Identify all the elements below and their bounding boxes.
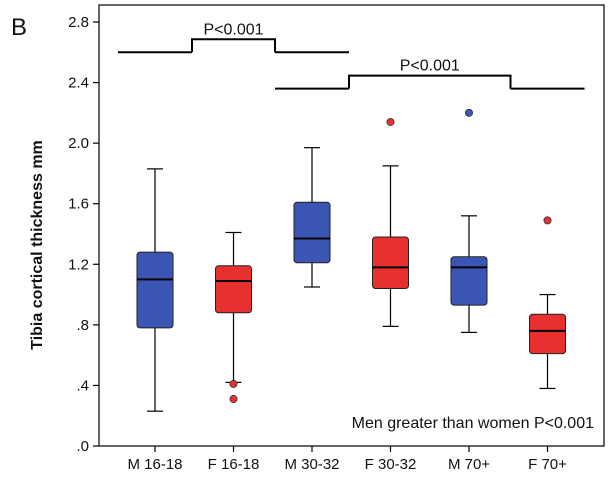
box-female [529, 313, 566, 355]
outlier-point [464, 108, 473, 117]
box-female [372, 236, 409, 290]
bracket-label: P<0.001 [203, 21, 263, 38]
y-tick-label: .4 [76, 377, 89, 394]
box-female [215, 265, 252, 314]
panel-label: B [11, 14, 27, 41]
outlier-point [229, 395, 238, 404]
box-male [293, 201, 331, 264]
plot-frame [98, 4, 605, 447]
y-tick-label: .0 [76, 438, 89, 455]
significance-annotation: Men greater than women P<0.001 [352, 415, 594, 432]
significance-bracket [275, 74, 585, 90]
bracket-label: P<0.001 [400, 58, 460, 75]
plot-area: .0 .4 .8 1.2 1.6 2.0 2.4 2.8 M 16-18 F 16-18 M 30-… [68, 4, 605, 473]
y-tick-label: 2.4 [68, 75, 89, 92]
y-tick-label: .8 [76, 317, 89, 334]
outlier-point [386, 117, 395, 126]
x-tick-label: M 30-32 [284, 456, 339, 473]
y-tick-label: 1.2 [68, 256, 89, 273]
x-tick-label: F 30-32 [365, 456, 417, 473]
y-tick-label: 2.0 [68, 135, 89, 152]
y-axis-title: Tibia cortical thickness mm [29, 140, 46, 350]
box-male [136, 251, 174, 329]
box-male [450, 256, 488, 306]
x-tick-label: M 16-18 [127, 456, 182, 473]
x-tick-label: F 70+ [528, 456, 567, 473]
significance-bracket [118, 38, 349, 54]
y-tick-label: 1.6 [68, 196, 89, 213]
outlier-point [229, 379, 238, 388]
y-tick-label: 2.8 [68, 14, 89, 31]
outlier-point [543, 216, 552, 225]
x-tick-label: M 70+ [448, 456, 490, 473]
x-tick-label: F 16-18 [208, 456, 260, 473]
